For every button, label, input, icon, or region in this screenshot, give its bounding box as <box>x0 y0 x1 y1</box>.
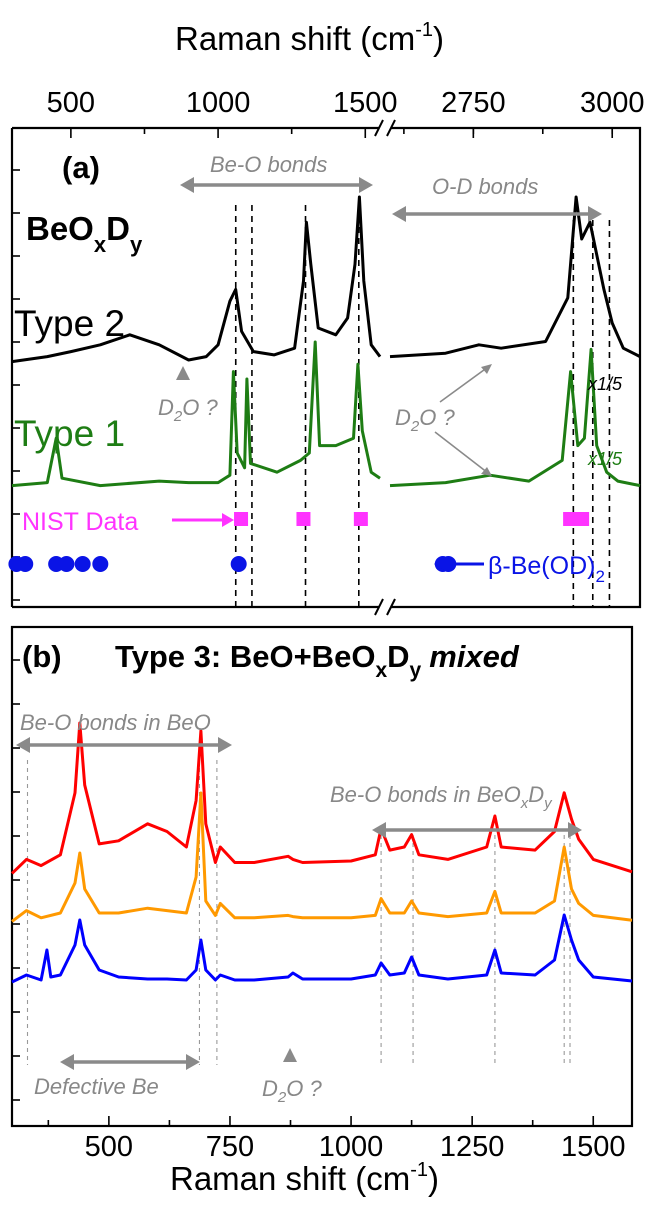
od-bonds-arrow-head <box>588 206 602 222</box>
beo-in-beo-arrow-head <box>16 737 30 753</box>
defective-be-arrow-head <box>186 1054 200 1070</box>
od-bonds-label: O-D bonds <box>432 174 538 199</box>
beta-beod2-dot <box>230 556 247 572</box>
panel-b-label: (b) <box>22 639 62 674</box>
beta-beod2-label: β-Be(OD)2 <box>488 552 605 586</box>
beo-in-beo-label: Be-O bonds in BeO <box>20 710 211 735</box>
beo-bonds-arrow-head <box>180 177 194 193</box>
top-tick-label: 3000 <box>580 87 645 119</box>
panel-a: 500 1000 1500 2750 3000 <box>8 87 645 616</box>
type2-label: Type 2 <box>14 303 125 344</box>
beo-bonds-label: Be-O bonds <box>210 152 327 177</box>
type1-scale-label: x1/5 <box>587 449 623 469</box>
d2o-pointer <box>439 366 489 403</box>
x-tick-label: 750 <box>206 1131 254 1163</box>
bottom-axis-title: Raman shift (cm-1) <box>170 1159 439 1197</box>
top-tick-label: 2750 <box>441 87 506 119</box>
beta-beod2-dot <box>74 556 91 572</box>
x-tick-label: 500 <box>85 1131 133 1163</box>
d2o-pointer <box>434 431 489 474</box>
nist-bar <box>563 512 590 526</box>
spectrum-type2-seg1 <box>11 195 382 364</box>
beta-beod2-dot <box>92 556 109 572</box>
panel-b-frame <box>10 625 634 1128</box>
axis-break-mark <box>374 119 384 137</box>
spectrum-red <box>10 721 633 875</box>
beo-bonds-arrow-head <box>359 177 373 193</box>
beta-beod2-dot <box>17 556 34 572</box>
nist-label: NIST Data <box>22 508 138 536</box>
nist-bar <box>353 512 368 526</box>
d2o-label-left: D2O ? <box>158 395 218 425</box>
d2o-pointer-head <box>481 364 492 374</box>
axis-break-mark <box>386 598 396 616</box>
top-tick-label: 1500 <box>333 87 398 119</box>
panel-a-frame <box>12 126 642 609</box>
top-axis-title: Raman shift (cm-1) <box>175 19 444 57</box>
x-tick-label: 1500 <box>561 1131 626 1163</box>
spectrum-blue <box>11 913 633 984</box>
axis-break-mark <box>374 598 384 616</box>
d2o-pointer-head <box>481 467 492 476</box>
panel-b: 500 750 1000 1250 1500 <box>10 625 634 1163</box>
top-tick-label: 1000 <box>186 87 251 119</box>
nist-arrowhead <box>222 513 234 527</box>
spectrum-type2-seg2 <box>389 195 641 359</box>
beo-in-beoxdy-label: Be-O bonds in BeOxDy <box>330 782 553 812</box>
x-tick-label: 1000 <box>319 1131 384 1163</box>
od-bonds-arrow-head <box>392 206 406 222</box>
top-tick-label: 500 <box>47 87 95 119</box>
type2-scale-label: x1/5 <box>587 374 623 394</box>
panel-b-title: Type 3: BeO+BeOxDy mixed <box>115 639 520 682</box>
defective-be-label: Defective Be <box>34 1074 159 1099</box>
beta-arrowhead <box>434 557 446 571</box>
type1-label: Type 1 <box>14 413 125 454</box>
compound-label: BeOxDy <box>26 210 143 257</box>
panel-a-label: (a) <box>62 150 100 185</box>
defective-be-arrow-head <box>60 1054 74 1070</box>
x-tick-label: 1250 <box>440 1131 505 1163</box>
beo-in-beoxdy-arrow-head <box>372 822 386 838</box>
axis-break-mark <box>386 119 396 137</box>
beo-in-beo-arrow-head <box>218 737 232 753</box>
nist-bar <box>296 512 311 526</box>
spectrum-type1-seg1 <box>11 340 381 488</box>
beta-beod2-dot <box>58 556 75 572</box>
nist-bar <box>234 512 249 526</box>
beo-in-beoxdy-arrow-head <box>568 822 582 838</box>
d2o-label-right: D2O ? <box>395 405 455 435</box>
d2o-marker <box>176 366 190 380</box>
spectrum-orange <box>11 791 633 923</box>
d2o-label-b: D2O ? <box>262 1076 322 1106</box>
d2o-marker-b <box>283 1048 297 1062</box>
